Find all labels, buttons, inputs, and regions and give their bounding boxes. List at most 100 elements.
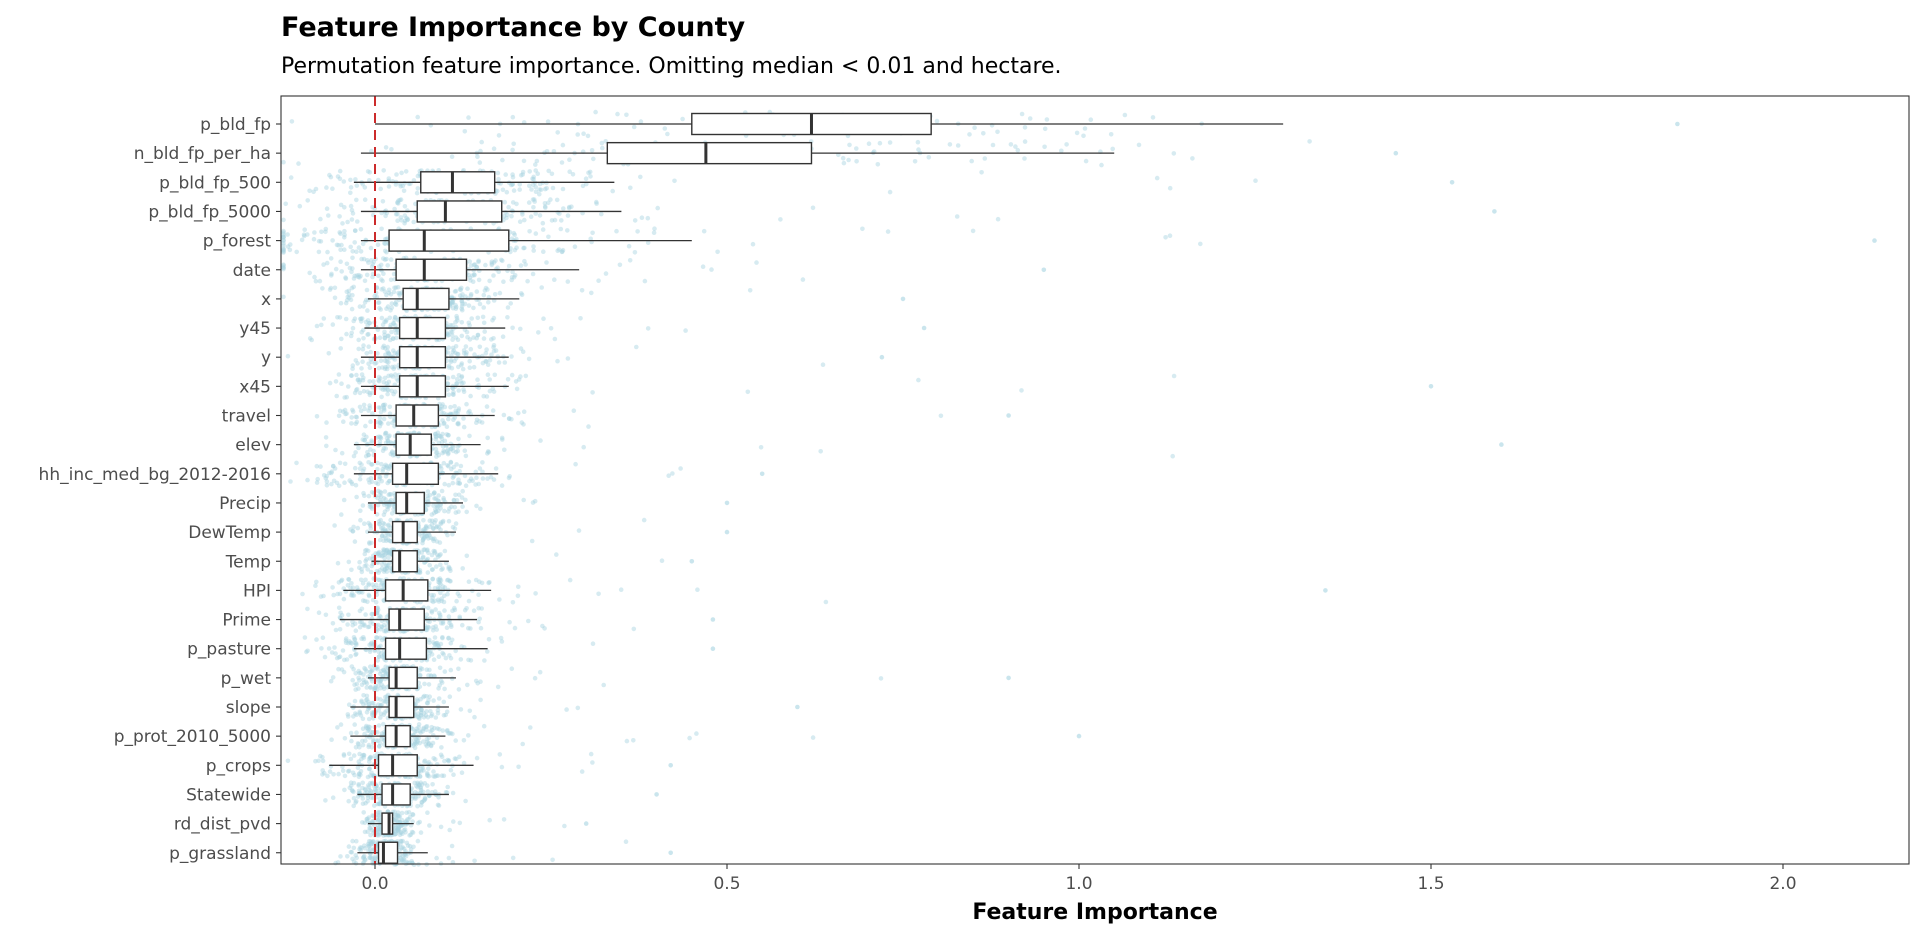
jitter-point (346, 295, 352, 301)
jitter-point (501, 412, 507, 418)
jitter-point (288, 242, 293, 247)
jitter-point (363, 697, 369, 703)
jitter-point (350, 249, 356, 254)
jitter-point (395, 211, 400, 217)
jitter-point (316, 758, 321, 764)
jitter-point (438, 752, 444, 758)
jitter-point (375, 351, 380, 356)
jitter-point (376, 378, 382, 384)
jitter-point (388, 551, 394, 557)
jitter-point (386, 351, 392, 357)
jitter-point (445, 333, 451, 338)
jitter-point (414, 739, 420, 745)
jitter-point (446, 614, 452, 619)
jitter-point (419, 707, 424, 712)
jitter-point (665, 131, 670, 137)
jitter-point (447, 731, 452, 736)
jitter-point (404, 840, 410, 846)
jitter-point (446, 345, 452, 351)
jitter-point (281, 249, 286, 254)
jitter-point (437, 585, 442, 591)
jitter-point (379, 525, 384, 531)
jitter-point (395, 828, 400, 833)
jitter-point (539, 285, 544, 290)
jitter-point (554, 197, 560, 203)
jitter-point (412, 739, 418, 745)
jitter-point (395, 827, 401, 833)
jitter-point (350, 528, 355, 534)
jitter-point (364, 547, 369, 553)
jitter-point (376, 570, 381, 575)
jitter-point (416, 735, 422, 741)
jitter-point (324, 420, 329, 425)
jitter-point (473, 577, 479, 583)
jitter-point (448, 446, 454, 452)
jitter-point (477, 579, 482, 584)
jitter-point (341, 752, 347, 757)
jitter-point (387, 404, 393, 410)
jitter-point (361, 336, 366, 341)
jitter-point (335, 174, 341, 179)
jitter-point (435, 498, 441, 503)
jitter-point (337, 591, 343, 597)
jitter-point (346, 612, 351, 618)
jitter-point (376, 519, 382, 524)
jitter-point (392, 364, 398, 370)
jitter-point (448, 329, 454, 334)
jitter-point (422, 759, 427, 764)
jitter-point (382, 509, 388, 514)
jitter-point (376, 708, 381, 713)
jitter-point (533, 211, 538, 216)
jitter-point (361, 343, 366, 348)
jitter-point (351, 284, 357, 290)
jitter-point (378, 262, 384, 268)
jitter-point (402, 213, 408, 218)
jitter-point (916, 147, 921, 152)
jitter-point (424, 700, 430, 706)
jitter-point (631, 738, 636, 743)
jitter-point (386, 478, 392, 484)
jitter-point (377, 420, 383, 426)
jitter-point (380, 365, 385, 370)
jitter-point (433, 433, 439, 439)
jitter-point (379, 624, 385, 630)
jitter-point (422, 534, 428, 539)
jitter-point (348, 203, 354, 209)
jitter-point (415, 780, 420, 786)
jitter-point (424, 612, 430, 617)
jitter-point (386, 333, 391, 339)
jitter-point (391, 366, 397, 372)
jitter-point (419, 707, 424, 713)
jitter-point (376, 300, 382, 305)
jitter-point (436, 803, 442, 808)
jitter-point (349, 330, 355, 336)
jitter-point (285, 244, 291, 249)
jitter-point (376, 443, 381, 448)
jitter-point (370, 700, 376, 706)
jitter-point (375, 460, 380, 466)
jitter-point (481, 305, 487, 310)
jitter-point (453, 335, 459, 340)
jitter-point (349, 641, 355, 646)
jitter-point (366, 344, 372, 350)
jitter-point (342, 395, 348, 400)
jitter-point (379, 731, 385, 736)
jitter-point (386, 351, 392, 357)
jitter-point (442, 449, 447, 455)
jitter-point (366, 581, 372, 586)
jitter-point (342, 205, 347, 210)
jitter-point (371, 379, 376, 384)
jitter-point (358, 316, 363, 322)
jitter-point (334, 242, 340, 248)
jitter-point (433, 437, 439, 442)
jitter-point (466, 733, 471, 738)
jitter-point (442, 438, 448, 444)
jitter-point (358, 772, 363, 777)
jitter-point (367, 320, 373, 326)
jitter-point (357, 624, 363, 630)
jitter-point (321, 473, 327, 478)
jitter-point (392, 817, 398, 823)
jitter-point (615, 111, 620, 117)
jitter-point (422, 758, 428, 764)
jitter-point (599, 211, 604, 217)
